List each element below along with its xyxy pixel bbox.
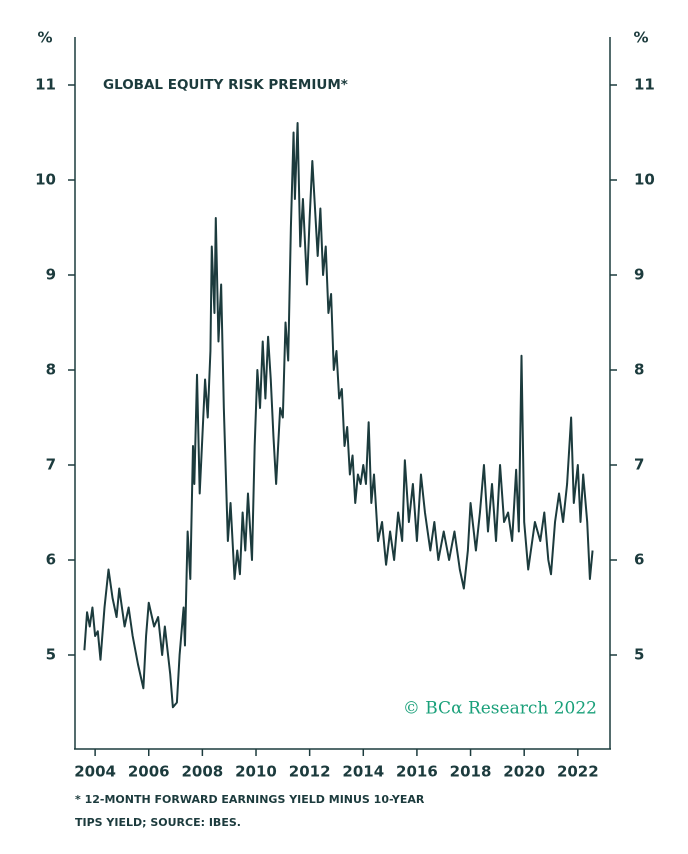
footnote: * 12-MONTH FORWARD EARNINGS YIELD MINUS … (75, 793, 425, 806)
chart-title: GLOBAL EQUITY RISK PREMIUM* (103, 77, 348, 93)
x-tick-label: 2008 (182, 763, 224, 781)
watermark: © BCα Research 2022 (403, 699, 597, 719)
y2-tick-label: 11 (634, 76, 655, 94)
y-tick-label: 10 (35, 171, 56, 189)
y2-tick-label: 10 (634, 171, 655, 189)
x-tick-label: 2020 (503, 763, 545, 781)
x-tick-label: 2018 (450, 763, 492, 781)
line (83, 122, 594, 709)
x-tick-label: 2016 (396, 763, 438, 781)
y-tick-label: 5 (46, 646, 56, 664)
footnote: TIPS YIELD; SOURCE: IBES. (75, 816, 241, 829)
y2-tick-label: 5 (634, 646, 644, 664)
x-tick-label: 2006 (128, 763, 170, 781)
y-axis-label: % (37, 29, 52, 47)
y2-axis-label: % (633, 29, 648, 47)
y2-tick-label: 9 (634, 266, 644, 284)
y-tick-label: 7 (46, 456, 56, 474)
y-tick-label: 8 (46, 361, 56, 379)
y-tick-label: 9 (46, 266, 56, 284)
x-tick-label: 2014 (342, 763, 384, 781)
y2-tick-label: 6 (634, 551, 644, 569)
x-tick-label: 2010 (235, 763, 277, 781)
y-tick-label: 11 (35, 76, 56, 94)
x-tick-label: 2022 (557, 763, 599, 781)
x-tick-label: 2012 (289, 763, 331, 781)
y2-tick-label: 7 (634, 456, 644, 474)
x-tick-label: 2004 (74, 763, 116, 781)
y-tick-label: 6 (46, 551, 56, 569)
y2-tick-label: 8 (634, 361, 644, 379)
